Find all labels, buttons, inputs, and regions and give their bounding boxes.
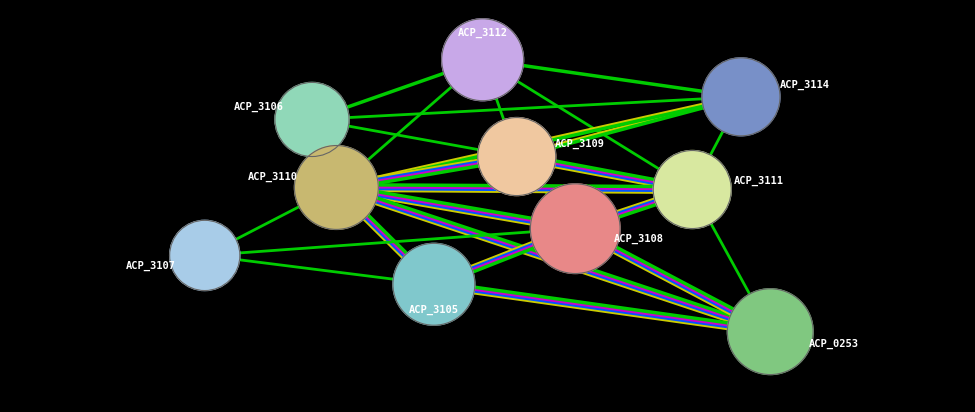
Ellipse shape (727, 289, 813, 375)
Ellipse shape (530, 184, 620, 274)
Text: ACP_3110: ACP_3110 (248, 172, 298, 182)
Text: ACP_3109: ACP_3109 (555, 139, 605, 149)
Text: ACP_3105: ACP_3105 (409, 305, 459, 315)
Text: ACP_3107: ACP_3107 (126, 261, 176, 271)
Text: ACP_0253: ACP_0253 (808, 339, 859, 349)
Ellipse shape (702, 58, 780, 136)
Ellipse shape (478, 117, 556, 196)
Ellipse shape (170, 220, 240, 290)
Ellipse shape (653, 150, 731, 229)
Text: ACP_3112: ACP_3112 (457, 28, 508, 38)
Ellipse shape (442, 19, 524, 101)
Text: ACP_3108: ACP_3108 (613, 234, 664, 244)
Text: ACP_3114: ACP_3114 (779, 80, 830, 89)
Text: ACP_3106: ACP_3106 (233, 102, 284, 112)
Text: ACP_3111: ACP_3111 (733, 176, 784, 186)
Ellipse shape (275, 82, 349, 157)
Ellipse shape (294, 145, 378, 229)
Ellipse shape (393, 243, 475, 325)
